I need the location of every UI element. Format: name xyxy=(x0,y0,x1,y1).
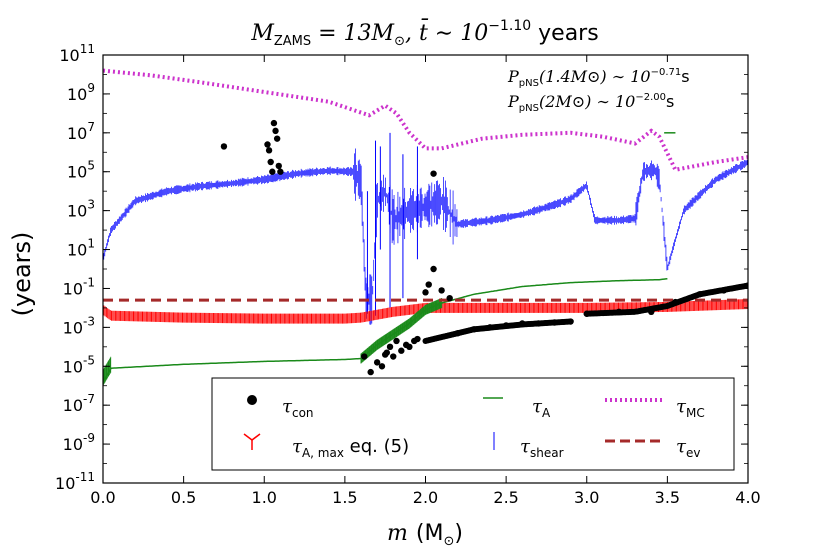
tau-con-point xyxy=(373,359,381,366)
y-tick-label: 10-11 xyxy=(55,470,95,493)
tau-con-point xyxy=(277,168,284,175)
tau-con-point xyxy=(272,127,279,135)
x-tick-label: 0.0 xyxy=(90,488,115,507)
y-tick-label: 10-7 xyxy=(63,392,95,415)
x-tick-label: 2.0 xyxy=(413,488,438,507)
tau-con-point xyxy=(430,265,437,273)
x-tick-label: 1.5 xyxy=(332,488,357,507)
legend-marker-Amax xyxy=(243,433,261,450)
x-tick-label: 1.0 xyxy=(252,488,277,507)
legend-label-A: τA xyxy=(532,396,551,420)
chart-title: MZAMS = 13M⊙, t̄ ∼ 10−1.10 years xyxy=(250,18,598,49)
y-tick-label: 10-1 xyxy=(63,275,95,298)
tau-con-point xyxy=(269,168,276,175)
y-axis-label: (years) xyxy=(8,232,36,317)
tau-con-point xyxy=(402,341,410,349)
x-tick-label: 0.5 xyxy=(171,488,196,507)
legend-label-MC: τMC xyxy=(676,396,705,420)
annotation-period-1: PpNS(1.4M⊙) ∼ 10−0.71s xyxy=(507,67,690,89)
tau-con-point xyxy=(265,147,273,154)
legend-label-shear: τshear xyxy=(520,436,564,460)
y-tick-label: 10-3 xyxy=(63,314,95,337)
y-tick-label: 1011 xyxy=(59,42,95,65)
tau-con-point xyxy=(361,353,368,360)
tau-con-point xyxy=(414,335,421,343)
legend: τcon τA τMC τA, max eq. (5) τshear τev xyxy=(211,377,735,471)
annotation-group: PpNS(1.4M⊙) ∼ 10−0.71s PpNS(2M⊙) ∼ 10−2.… xyxy=(507,67,690,114)
legend-label-ev: τev xyxy=(676,436,700,460)
tau-con-point xyxy=(446,294,453,302)
series-layer xyxy=(103,68,748,386)
ticks-layer: 0.0 0.5 1.0 1.5 2.0 2.5 3.0 3.5 4.0 1011 109 107 105… xyxy=(55,42,761,507)
tau-con-point xyxy=(275,162,282,170)
tau-con-point xyxy=(381,351,389,358)
tau-con-point xyxy=(267,158,274,166)
tau-con-point xyxy=(430,170,437,177)
tau-con-point xyxy=(367,368,374,376)
tau-con-band xyxy=(566,318,573,325)
tau-mc-line xyxy=(103,68,748,173)
tau-con-point xyxy=(386,343,394,351)
legend-marker-con xyxy=(247,395,257,405)
y-tick-label: 109 xyxy=(67,81,95,104)
tau-con-point xyxy=(393,337,400,345)
tau-con-point xyxy=(398,347,405,354)
tau-con-point xyxy=(220,143,228,150)
y-tick-label: 105 xyxy=(67,159,95,182)
tau-con-point xyxy=(390,353,397,360)
tau-con-point xyxy=(425,281,432,288)
x-tick-label: 2.5 xyxy=(493,488,518,507)
tau-a-line xyxy=(103,277,668,383)
legend-label-Amax: τA, max eq. (5) xyxy=(292,436,409,460)
tau-con-band xyxy=(743,282,748,289)
tau-con-point xyxy=(438,287,445,294)
tau-con-point xyxy=(270,119,278,127)
tau-con-point xyxy=(264,141,271,148)
tau-con-point xyxy=(378,363,386,370)
tau-con-point xyxy=(273,135,281,142)
y-tick-label: 107 xyxy=(67,120,95,143)
legend-box xyxy=(211,377,735,471)
y-tick-label: 10-5 xyxy=(63,353,95,376)
x-tick-label: 4.0 xyxy=(735,488,760,507)
y-tick-label: 10-9 xyxy=(63,431,95,454)
y-tick-label: 103 xyxy=(67,198,95,221)
x-tick-label: 3.5 xyxy=(655,488,680,507)
annotation-period-2: PpNS(2M⊙) ∼ 10−2.00s xyxy=(507,92,674,114)
y-tick-label: 101 xyxy=(67,237,95,260)
legend-label-con: τcon xyxy=(282,396,314,420)
x-axis-label: m (M⊙) xyxy=(387,521,463,549)
tau-con-point xyxy=(422,289,429,296)
x-tick-label: 3.0 xyxy=(574,488,599,507)
